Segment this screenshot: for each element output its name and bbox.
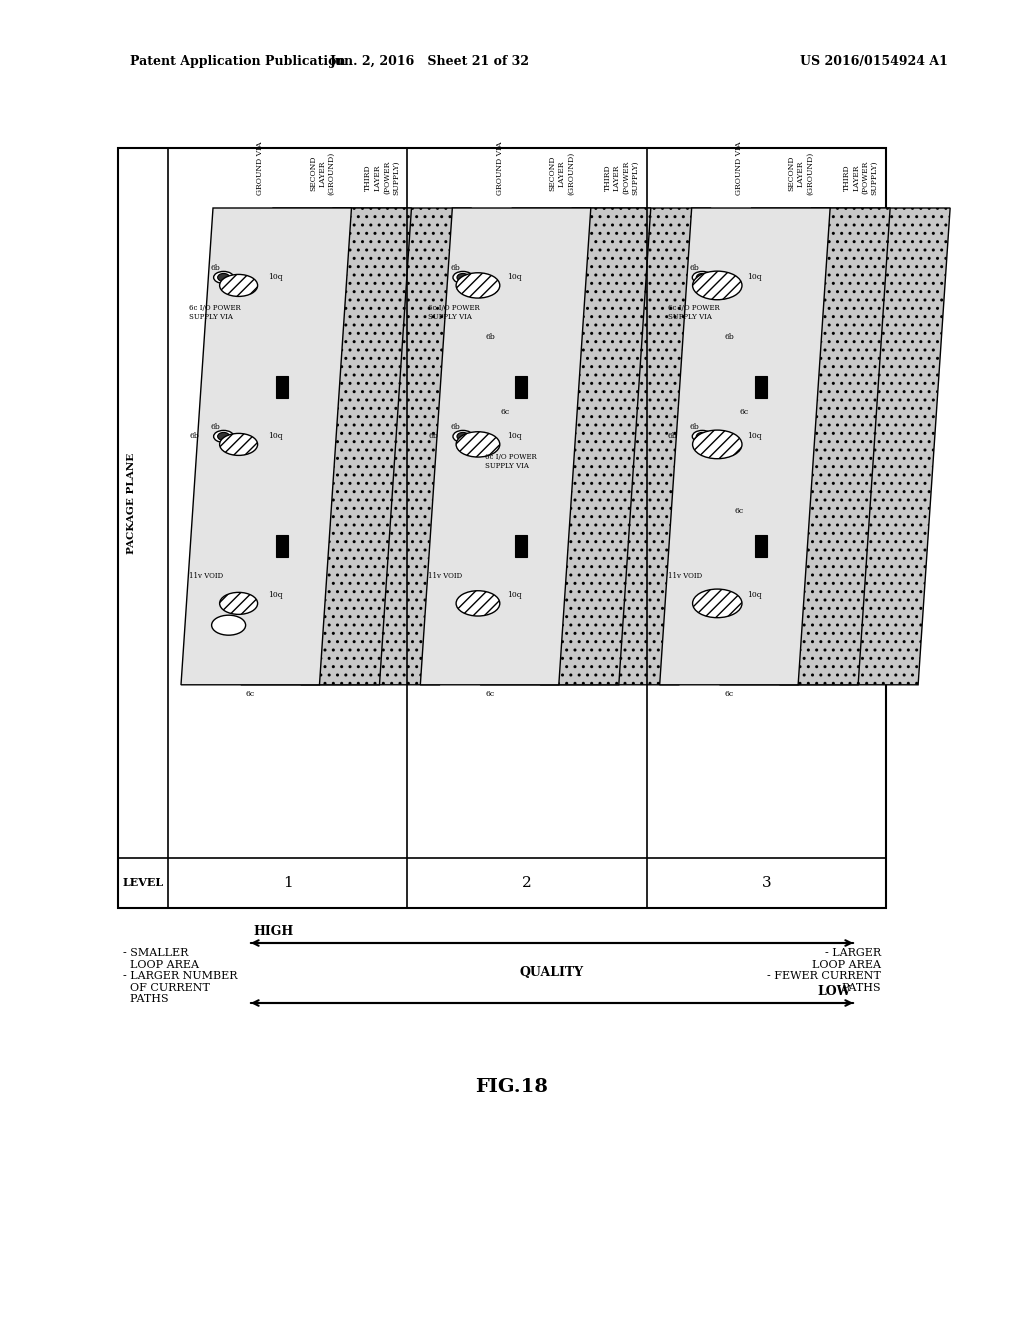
Ellipse shape	[219, 593, 258, 614]
Text: 11v VOID: 11v VOID	[189, 572, 223, 579]
Text: QUALITY: QUALITY	[520, 966, 584, 979]
Ellipse shape	[456, 591, 500, 616]
Text: LOW: LOW	[817, 985, 851, 998]
Bar	[276, 535, 288, 557]
Ellipse shape	[214, 272, 233, 284]
Text: GROUND VIA: GROUND VIA	[256, 141, 264, 195]
Ellipse shape	[218, 433, 229, 441]
Text: US 2016/0154924 A1: US 2016/0154924 A1	[800, 55, 948, 69]
Polygon shape	[720, 209, 890, 685]
Polygon shape	[541, 209, 711, 685]
Text: 6b: 6b	[725, 333, 734, 341]
Text: 10q: 10q	[268, 273, 283, 281]
Bar	[755, 376, 767, 397]
Bar	[276, 376, 288, 397]
Ellipse shape	[692, 271, 742, 300]
Ellipse shape	[212, 615, 246, 635]
Text: GROUND VIA: GROUND VIA	[496, 141, 504, 195]
Text: 2: 2	[522, 876, 531, 890]
Text: THIRD
LAYER
(POWER
SUPPLY): THIRD LAYER (POWER SUPPLY)	[365, 161, 400, 195]
Bar	[515, 376, 527, 397]
Text: 10q: 10q	[508, 273, 522, 281]
Text: 6b: 6b	[451, 424, 460, 432]
Text: LEVEL: LEVEL	[123, 878, 164, 888]
Text: Jun. 2, 2016   Sheet 21 of 32: Jun. 2, 2016 Sheet 21 of 32	[330, 55, 530, 69]
Text: 6b: 6b	[211, 264, 220, 272]
Ellipse shape	[696, 273, 709, 281]
Text: 6b: 6b	[189, 433, 199, 441]
Text: FIG.18: FIG.18	[475, 1078, 549, 1096]
Polygon shape	[779, 209, 950, 685]
Text: 6c: 6c	[734, 507, 743, 515]
Text: 10q: 10q	[268, 591, 283, 599]
Ellipse shape	[456, 432, 500, 457]
Text: 11v VOID: 11v VOID	[668, 572, 701, 579]
Text: SECOND
LAYER
(GROUND): SECOND LAYER (GROUND)	[549, 152, 574, 195]
Ellipse shape	[214, 430, 233, 442]
Polygon shape	[181, 209, 351, 685]
Text: 10q: 10q	[508, 433, 522, 441]
Text: 6b: 6b	[211, 424, 220, 432]
Text: HIGH: HIGH	[253, 925, 293, 939]
Text: 6b: 6b	[689, 264, 699, 272]
Ellipse shape	[457, 273, 469, 281]
Ellipse shape	[453, 430, 473, 442]
Text: - SMALLER
  LOOP AREA
- LARGER NUMBER
  OF CURRENT
  PATHS: - SMALLER LOOP AREA - LARGER NUMBER OF C…	[123, 948, 238, 1005]
Text: 6b: 6b	[428, 433, 438, 441]
Text: 1: 1	[283, 876, 293, 890]
Ellipse shape	[219, 433, 258, 455]
Text: 6c I/O POWER
SUPPLY VIA: 6c I/O POWER SUPPLY VIA	[189, 304, 241, 321]
Text: 10q: 10q	[746, 433, 762, 441]
Text: 6c: 6c	[485, 690, 495, 698]
Ellipse shape	[219, 275, 258, 297]
Bar	[515, 535, 527, 557]
Text: PACKAGE PLANE: PACKAGE PLANE	[128, 453, 136, 553]
Text: THIRD
LAYER
(POWER
SUPPLY): THIRD LAYER (POWER SUPPLY)	[843, 161, 879, 195]
Ellipse shape	[692, 272, 713, 284]
Ellipse shape	[457, 433, 469, 441]
Text: 6c I/O POWER
SUPPLY VIA: 6c I/O POWER SUPPLY VIA	[428, 304, 480, 321]
Text: 10q: 10q	[268, 433, 283, 441]
Text: GROUND VIA: GROUND VIA	[735, 141, 742, 195]
Text: 6b: 6b	[485, 333, 495, 341]
Text: 6c I/O POWER
SUPPLY VIA: 6c I/O POWER SUPPLY VIA	[668, 304, 720, 321]
Polygon shape	[659, 209, 830, 685]
Text: 11v VOID: 11v VOID	[428, 572, 463, 579]
Polygon shape	[420, 209, 591, 685]
Ellipse shape	[218, 273, 229, 281]
Text: 10q: 10q	[746, 591, 762, 599]
Text: 6c: 6c	[740, 408, 750, 416]
Ellipse shape	[692, 430, 713, 442]
Text: 6b: 6b	[668, 433, 678, 441]
Text: - LARGER
  LOOP AREA
- FEWER CURRENT
  PATHS: - LARGER LOOP AREA - FEWER CURRENT PATHS	[767, 948, 881, 993]
Text: SECOND
LAYER
(GROUND): SECOND LAYER (GROUND)	[787, 152, 814, 195]
Text: 6b: 6b	[451, 264, 460, 272]
Text: 10q: 10q	[508, 591, 522, 599]
Bar	[118, 148, 886, 908]
Text: 6c I/O POWER
SUPPLY VIA: 6c I/O POWER SUPPLY VIA	[485, 453, 537, 470]
Text: 6b: 6b	[689, 424, 699, 432]
Polygon shape	[480, 209, 651, 685]
Text: Patent Application Publication: Patent Application Publication	[130, 55, 345, 69]
Polygon shape	[301, 209, 471, 685]
Text: 10q: 10q	[746, 273, 762, 281]
Bar	[755, 535, 767, 557]
Text: SECOND
LAYER
(GROUND): SECOND LAYER (GROUND)	[309, 152, 336, 195]
Text: 6c: 6c	[501, 408, 510, 416]
Ellipse shape	[692, 430, 742, 458]
Polygon shape	[241, 209, 412, 685]
Text: THIRD
LAYER
(POWER
SUPPLY): THIRD LAYER (POWER SUPPLY)	[604, 161, 639, 195]
Ellipse shape	[696, 433, 709, 441]
Ellipse shape	[692, 589, 742, 618]
Text: 6c: 6c	[246, 690, 255, 698]
Text: 3: 3	[762, 876, 771, 890]
Text: 6c: 6c	[724, 690, 733, 698]
Ellipse shape	[456, 273, 500, 298]
Ellipse shape	[453, 272, 473, 284]
